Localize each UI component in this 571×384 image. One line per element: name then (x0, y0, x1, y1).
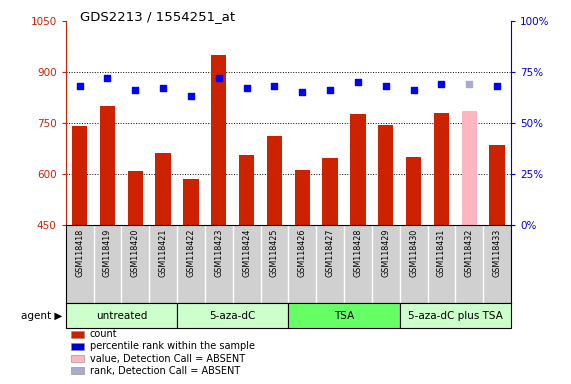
Bar (66, 303, 177, 328)
Text: 5-aza-dC: 5-aza-dC (210, 311, 256, 321)
Bar (288, 303, 400, 328)
Text: GSM118421: GSM118421 (159, 228, 168, 277)
Text: GSM118424: GSM118424 (242, 228, 251, 277)
Text: count: count (90, 329, 117, 339)
Point (103, 75, 112, 81)
Text: GSM118418: GSM118418 (75, 228, 84, 277)
Point (409, 87, 418, 93)
Point (131, 87, 140, 93)
Bar (434, 113, 449, 225)
Bar (400, 303, 511, 328)
Bar (100, 106, 115, 225)
Text: percentile rank within the sample: percentile rank within the sample (90, 341, 255, 351)
Point (270, 83, 279, 89)
Bar (72, 126, 87, 225)
Point (186, 93, 195, 99)
Text: 5-aza-dC plus TSA: 5-aza-dC plus TSA (408, 311, 503, 321)
Point (297, 89, 307, 95)
Point (437, 81, 446, 87)
Text: GSM118432: GSM118432 (465, 228, 474, 277)
Text: GSM118422: GSM118422 (186, 228, 195, 277)
Text: GSM118431: GSM118431 (437, 228, 446, 277)
Bar (183, 179, 199, 225)
Bar (295, 170, 310, 225)
Point (159, 85, 168, 91)
Text: GSM118427: GSM118427 (325, 228, 335, 277)
Bar (177, 303, 288, 328)
Bar (489, 145, 505, 225)
Bar (267, 136, 282, 225)
Text: GSM118433: GSM118433 (493, 228, 502, 277)
Text: TSA: TSA (334, 311, 354, 321)
Point (381, 83, 391, 89)
Bar (350, 114, 365, 225)
Bar (323, 159, 338, 225)
Text: GSM118426: GSM118426 (297, 228, 307, 277)
Bar (239, 155, 254, 225)
Text: GSM118428: GSM118428 (353, 228, 363, 277)
Bar (211, 55, 227, 225)
Point (353, 79, 363, 85)
Text: GSM118425: GSM118425 (270, 228, 279, 277)
Text: agent ▶: agent ▶ (22, 311, 63, 321)
Bar (461, 111, 477, 225)
Bar (155, 154, 171, 225)
Bar (127, 171, 143, 225)
Text: untreated: untreated (96, 311, 147, 321)
Bar (378, 124, 393, 225)
Text: rank, Detection Call = ABSENT: rank, Detection Call = ABSENT (90, 366, 240, 376)
Point (325, 87, 335, 93)
Text: GSM118420: GSM118420 (131, 228, 140, 277)
Point (242, 85, 251, 91)
Text: GDS2213 / 1554251_at: GDS2213 / 1554251_at (80, 10, 235, 23)
Point (465, 81, 474, 87)
Point (75, 83, 84, 89)
Text: GSM118423: GSM118423 (214, 228, 223, 277)
Bar (406, 157, 421, 225)
Text: value, Detection Call = ABSENT: value, Detection Call = ABSENT (90, 354, 245, 364)
Point (493, 83, 502, 89)
Point (214, 75, 223, 81)
Text: GSM118430: GSM118430 (409, 228, 418, 277)
Text: GSM118419: GSM118419 (103, 228, 112, 277)
Text: GSM118429: GSM118429 (381, 228, 391, 277)
